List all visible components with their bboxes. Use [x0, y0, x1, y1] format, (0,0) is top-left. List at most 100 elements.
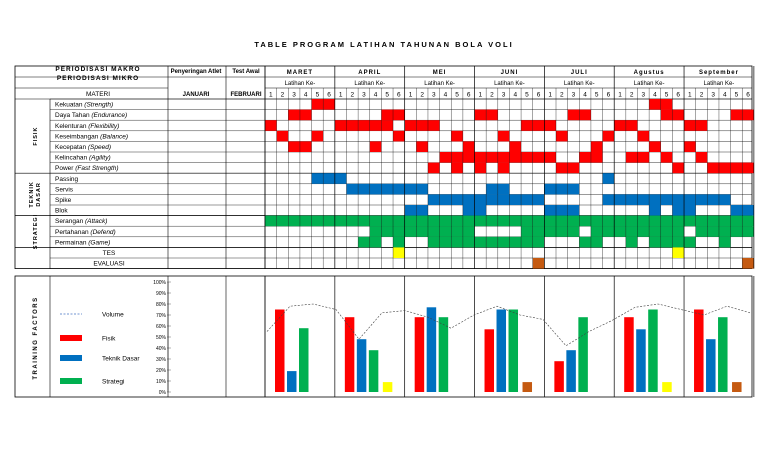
schedule-cell: [672, 205, 685, 216]
schedule-cell: [427, 194, 440, 205]
schedule-cell: [672, 247, 685, 258]
schedule-cell: [474, 205, 487, 216]
week-number: 2: [420, 92, 424, 99]
schedule-cell: [672, 162, 685, 174]
latihan-label: Latihan Ke-: [494, 81, 525, 87]
schedule-cell: [672, 109, 685, 121]
schedule-cell: [660, 215, 673, 227]
schedule-cell: [509, 194, 522, 205]
bar-strategi: [368, 350, 379, 392]
week-number: 2: [630, 92, 634, 99]
schedule-cell: [497, 152, 510, 163]
schedule-cell: [346, 183, 359, 195]
schedule-cell: [718, 162, 731, 174]
bar-teknik-dasar: [356, 339, 367, 392]
test-month: FEBRUARI: [231, 92, 262, 98]
group-label: STRATEGI: [33, 214, 39, 249]
volume-line: [266, 303, 751, 347]
month-label: September: [699, 70, 739, 76]
schedule-cell: [393, 109, 405, 121]
bar-teknik-dasar: [287, 371, 297, 392]
schedule-cell: [730, 205, 743, 216]
schedule-cell: [497, 183, 510, 195]
schedule-cell: [614, 120, 626, 131]
schedule-cell: [718, 236, 731, 248]
schedule-cell: [299, 109, 312, 121]
week-number: 4: [374, 92, 378, 99]
schedule-cell: [381, 183, 394, 195]
week-number: 3: [292, 92, 296, 99]
sheet-labels: PERIODISASI MAKRO PERIODISASI MIKRO MATE…: [29, 66, 750, 396]
month-label: Agustus: [634, 70, 665, 76]
schedule-cell: [579, 109, 591, 121]
schedule-cell: [439, 152, 452, 163]
schedule-cell: [684, 194, 696, 205]
page-title: TABLE PROGRAM LATIHAN TAHUNAN BOLA VOLI: [254, 40, 514, 49]
schedule-cell: [684, 215, 696, 227]
week-number: 5: [385, 92, 389, 99]
bar-teknik-dasar: [426, 307, 437, 392]
schedule-cell: [311, 173, 324, 184]
schedule-cell: [625, 236, 638, 248]
legend-swatch: [60, 378, 82, 384]
schedule-cell: [358, 120, 370, 131]
schedule-cell: [660, 194, 673, 205]
schedule-cell: [556, 162, 568, 174]
schedule-cell: [451, 130, 463, 142]
schedule-cell: [742, 215, 754, 227]
schedule-cell: [369, 236, 382, 248]
schedule-cell: [381, 226, 394, 237]
schedule-cell: [695, 120, 708, 131]
bar-teknik-dasar: [636, 329, 646, 392]
schedule-cell: [346, 120, 359, 131]
row-label: TES: [103, 250, 116, 257]
schedule-cell: [579, 215, 591, 227]
week-number: 3: [572, 92, 576, 99]
schedule-cell: [730, 109, 743, 121]
schedule-cell: [521, 152, 533, 163]
test-label: Test Awal: [232, 69, 260, 75]
schedule-cell: [451, 236, 463, 248]
macro-label: PERIODISASI MAKRO: [55, 66, 140, 73]
schedule-cell: [532, 215, 545, 227]
schedule-cell: [416, 226, 428, 237]
schedule-cell: [695, 194, 708, 205]
schedule-cell: [521, 226, 533, 237]
schedule-cell: [265, 215, 277, 227]
schedule-cell: [474, 152, 487, 163]
schedule-cell: [649, 194, 661, 205]
week-number: 3: [362, 92, 366, 99]
week-number: 4: [513, 92, 517, 99]
schedule-cell: [416, 141, 428, 152]
schedule-cell: [509, 141, 522, 152]
schedule-cell: [742, 162, 754, 174]
schedule-cell: [544, 152, 556, 163]
week-number: 1: [479, 92, 483, 99]
schedule-cell: [718, 226, 731, 237]
schedule-cell: [579, 236, 591, 248]
schedule-cell: [567, 109, 580, 121]
schedule-cell: [649, 215, 661, 227]
week-number: 3: [432, 92, 436, 99]
week-number: 4: [444, 92, 448, 99]
schedule-cell: [276, 215, 289, 227]
schedule-cell: [718, 215, 731, 227]
schedule-cell: [590, 226, 603, 237]
schedule-cell: [393, 215, 405, 227]
row-label: Blok: [55, 208, 68, 215]
week-number: 2: [560, 92, 564, 99]
schedule-cell: [393, 247, 405, 258]
schedule-cell: [451, 162, 463, 174]
month-label: APRIL: [358, 70, 381, 76]
schedule-cell: [474, 194, 487, 205]
schedule-cell: [544, 226, 556, 237]
schedule-cell: [672, 226, 685, 237]
schedule-cell: [427, 120, 440, 131]
schedule-cell: [637, 194, 650, 205]
schedule-cell: [637, 215, 650, 227]
schedule-cell: [276, 130, 289, 142]
bar-strategi: [648, 309, 658, 392]
schedule-cell: [486, 152, 498, 163]
bar-teknik-dasar: [496, 309, 507, 392]
schedule-cell: [602, 173, 615, 184]
